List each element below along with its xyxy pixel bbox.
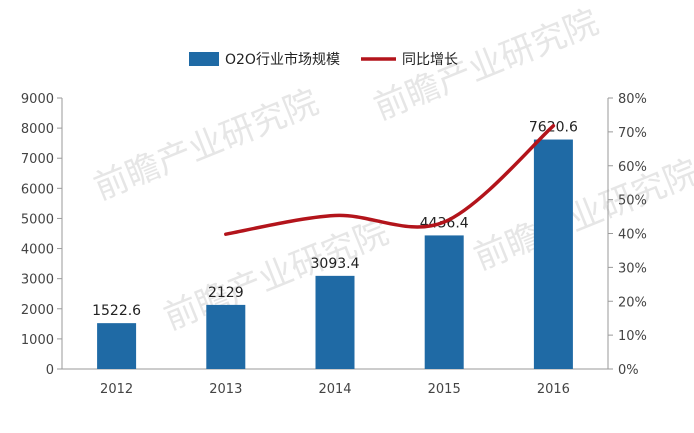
bar	[206, 304, 246, 369]
y-left-tick-label: 4000	[21, 243, 54, 258]
y-right-tick-label: 0%	[618, 363, 639, 378]
y-left-tick-label: 3000	[21, 273, 54, 288]
legend-label-line: 同比增长	[402, 52, 458, 68]
y-left-tick-label: 8000	[21, 122, 54, 137]
y-right-tick-label: 40%	[618, 228, 647, 243]
bar-data-label: 1522.6	[92, 303, 141, 319]
y-right-tick-label: 10%	[618, 329, 647, 344]
bar	[315, 275, 355, 369]
bar	[97, 323, 137, 369]
y-left-tick-label: 7000	[21, 152, 54, 167]
x-tick-label: 2016	[537, 382, 570, 397]
bar-series	[97, 139, 573, 369]
x-tick-label: 2013	[209, 382, 242, 397]
growth-line	[224, 124, 556, 236]
watermark-text: 前瞻产业研究院	[158, 212, 394, 338]
watermark-text: 前瞻产业研究院	[468, 152, 694, 278]
y-right-tick-label: 80%	[618, 92, 647, 107]
line-series	[224, 124, 556, 236]
bar-data-label: 2129	[208, 285, 244, 301]
axes: 0 1000 2000 3000 4000 5000 6000 7000 8000 9000 0% 1…	[21, 92, 647, 397]
watermark-text: 前瞻产业研究院	[88, 82, 324, 208]
y-left-tick-label: 9000	[21, 92, 54, 107]
y-left-tick-label: 1000	[21, 333, 54, 348]
legend: O2O行业市场规模 同比增长	[189, 51, 458, 68]
y-right-tick-label: 70%	[618, 126, 647, 141]
y-left-tick-label: 2000	[21, 303, 54, 318]
bar	[424, 235, 464, 369]
y-right-tick-label: 30%	[618, 261, 647, 276]
bar	[533, 139, 573, 369]
y-right-tick-label: 50%	[618, 194, 647, 209]
x-tick-label: 2015	[428, 382, 461, 397]
y-right-tick-label: 60%	[618, 160, 647, 175]
legend-label-bar: O2O行业市场规模	[225, 51, 340, 68]
bar-data-label: 3093.4	[311, 256, 360, 272]
y-left-tick-label: 5000	[21, 212, 54, 227]
x-tick-label: 2012	[100, 382, 133, 397]
y-right-tick-label: 20%	[618, 295, 647, 310]
y-left-tick-label: 0	[46, 363, 54, 378]
legend-swatch-bar	[189, 52, 219, 66]
y-left-tick-label: 6000	[21, 182, 54, 197]
x-tick-label: 2014	[318, 382, 351, 397]
